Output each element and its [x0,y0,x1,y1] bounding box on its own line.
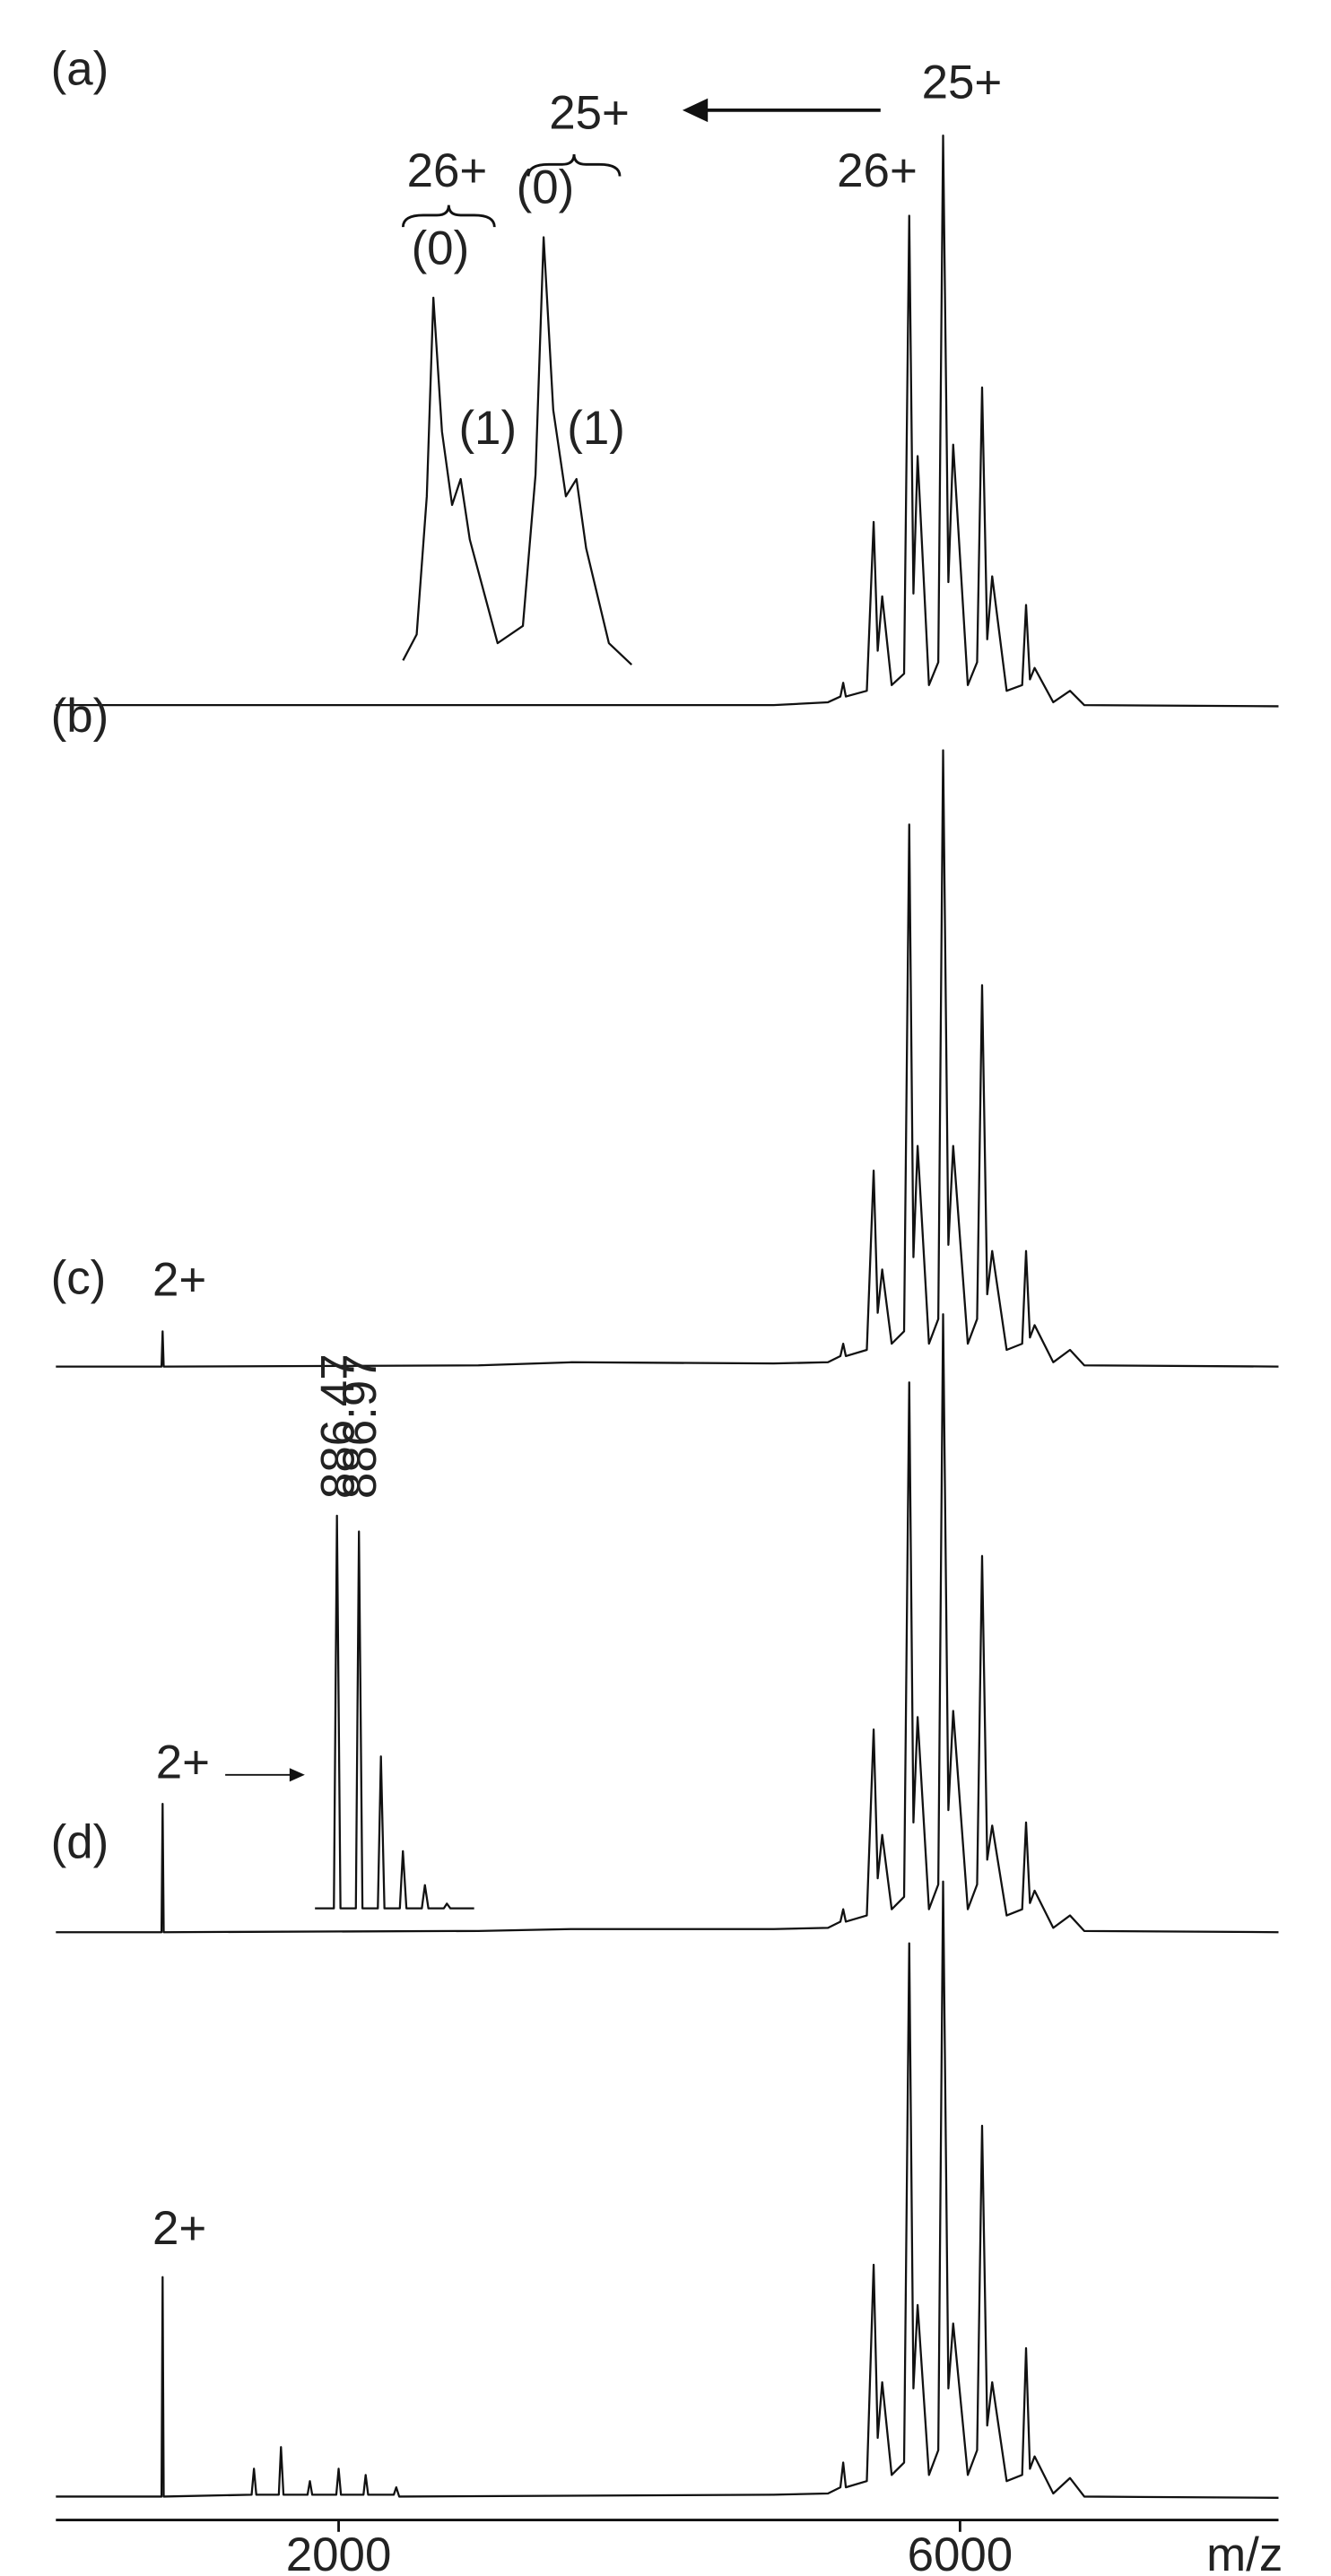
spectrum [56,749,1279,1368]
peak-label: 886.47 [312,1353,365,1499]
brace [401,205,496,228]
arrow-head [682,98,709,123]
inset-spectrum [315,1514,474,1910]
panel-label: (c) [51,1252,107,1305]
annotation: 25+ [922,57,1003,109]
x-axis-label: m/z [1206,2528,1283,2576]
annotation: 2+ [156,1736,210,1789]
arrow-head [289,1768,305,1782]
annotation: (1) [458,402,517,455]
x-tick-label: 2000 [286,2528,392,2576]
peak-label: 886.97 [334,1353,387,1499]
annotation: (0) [517,161,575,214]
spectrum [56,1313,1279,1934]
panel-label: (b) [51,690,109,743]
x-tick-label: 6000 [908,2528,1013,2576]
spectrum [56,1880,1279,2499]
annotation: 25+ [549,87,630,140]
inset-spectrum [402,236,633,666]
panel-label: (a) [51,43,109,96]
annotation: 2+ [152,1253,206,1306]
panel-label: (d) [51,1815,109,1868]
annotation: 2+ [152,2202,206,2255]
annotation: (0) [412,222,470,275]
spectrum [56,135,1279,708]
annotation: (1) [567,402,625,455]
annotation: 26+ [407,144,488,197]
annotation: 26+ [837,144,918,197]
brace [526,153,622,177]
